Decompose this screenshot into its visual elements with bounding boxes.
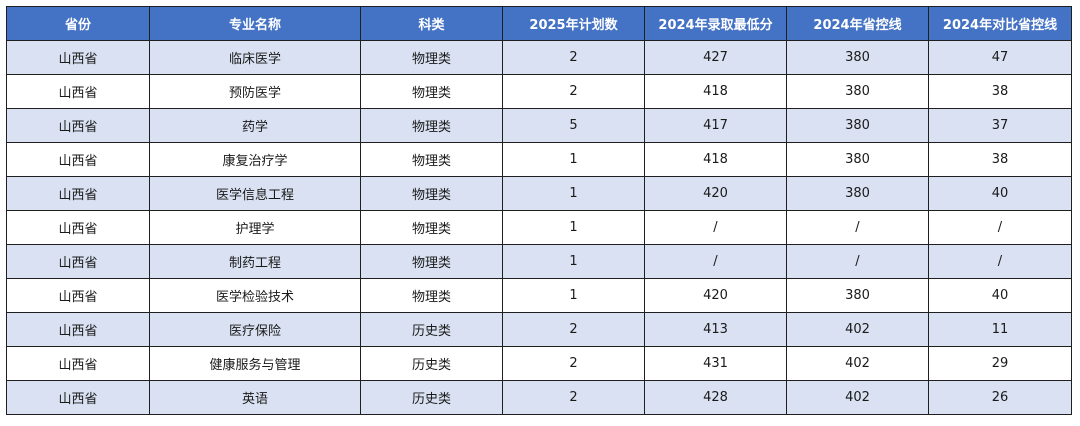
table-header-row: 省份 专业名称 科类 2025年计划数 2024年录取最低分 2024年省控线 … <box>6 6 1072 41</box>
cell-plan-2025: 2 <box>502 380 645 415</box>
cell-category: 物理类 <box>360 210 503 245</box>
cell-major-name: 康复治疗学 <box>149 142 361 177</box>
cell-province: 山西省 <box>6 142 150 177</box>
cell-category: 历史类 <box>360 346 503 381</box>
cell-category: 物理类 <box>360 74 503 109</box>
table-row: 山西省 预防医学 物理类 2 418 380 38 <box>6 74 1072 109</box>
cell-control-line-2024: 380 <box>786 40 929 75</box>
cell-major-name: 护理学 <box>149 210 361 245</box>
table-row: 山西省 健康服务与管理 历史类 2 431 402 29 <box>6 346 1072 381</box>
cell-min-score-2024: 420 <box>644 176 787 211</box>
header-category: 科类 <box>360 6 503 41</box>
cell-diff-2024: 40 <box>928 176 1072 211</box>
table-row: 山西省 护理学 物理类 1// / <box>6 210 1072 245</box>
cell-category: 物理类 <box>360 278 503 313</box>
cell-major-name: 预防医学 <box>149 74 361 109</box>
cell-diff-2024: / <box>928 210 1072 245</box>
cell-diff-2024: 38 <box>928 74 1072 109</box>
cell-control-line-2024: 380 <box>786 176 929 211</box>
cell-category: 物理类 <box>360 142 503 177</box>
cell-min-score-2024: / <box>644 210 787 245</box>
cell-min-score-2024: 418 <box>644 142 787 177</box>
cell-major-name: 健康服务与管理 <box>149 346 361 381</box>
cell-plan-2025: 1 <box>502 142 645 177</box>
cell-province: 山西省 <box>6 244 150 279</box>
cell-diff-2024: 11 <box>928 312 1072 347</box>
cell-plan-2025: 2 <box>502 40 645 75</box>
cell-diff-2024: 29 <box>928 346 1072 381</box>
cell-province: 山西省 <box>6 108 150 143</box>
cell-plan-2025: 1 <box>502 176 645 211</box>
cell-control-line-2024: 402 <box>786 380 929 415</box>
table-row: 山西省 制药工程 物理类 1// / <box>6 244 1072 279</box>
cell-province: 山西省 <box>6 278 150 313</box>
cell-min-score-2024: 413 <box>644 312 787 347</box>
table-row: 山西省 康复治疗学 物理类 1 418 380 38 <box>6 142 1072 177</box>
header-diff-2024: 2024年对比省控线 <box>928 6 1072 41</box>
header-major-name: 专业名称 <box>149 6 361 41</box>
admission-table: 省份 专业名称 科类 2025年计划数 2024年录取最低分 2024年省控线 … <box>6 6 1072 415</box>
cell-major-name: 临床医学 <box>149 40 361 75</box>
cell-category: 物理类 <box>360 40 503 75</box>
cell-plan-2025: 2 <box>502 74 645 109</box>
cell-province: 山西省 <box>6 176 150 211</box>
cell-province: 山西省 <box>6 40 150 75</box>
cell-min-score-2024: 418 <box>644 74 787 109</box>
cell-category: 历史类 <box>360 312 503 347</box>
cell-min-score-2024: 420 <box>644 278 787 313</box>
cell-plan-2025: 5 <box>502 108 645 143</box>
cell-major-name: 医学信息工程 <box>149 176 361 211</box>
cell-province: 山西省 <box>6 74 150 109</box>
cell-diff-2024: 40 <box>928 278 1072 313</box>
cell-diff-2024: 26 <box>928 380 1072 415</box>
cell-plan-2025: 2 <box>502 312 645 347</box>
cell-control-line-2024: 402 <box>786 312 929 347</box>
admission-table-container: 省份 专业名称 科类 2025年计划数 2024年录取最低分 2024年省控线 … <box>6 6 1072 415</box>
cell-category: 物理类 <box>360 176 503 211</box>
cell-control-line-2024: / <box>786 210 929 245</box>
cell-min-score-2024: / <box>644 244 787 279</box>
cell-min-score-2024: 428 <box>644 380 787 415</box>
cell-province: 山西省 <box>6 210 150 245</box>
table-row: 山西省 英语 历史类 2 428 402 26 <box>6 380 1072 415</box>
table-row: 山西省 临床医学 物理类 2 427 380 47 <box>6 40 1072 75</box>
header-control-line-2024: 2024年省控线 <box>786 6 929 41</box>
table-row: 山西省 医学检验技术 物理类 1 420 380 40 <box>6 278 1072 313</box>
cell-min-score-2024: 431 <box>644 346 787 381</box>
header-min-score-2024: 2024年录取最低分 <box>644 6 787 41</box>
cell-diff-2024: / <box>928 244 1072 279</box>
cell-control-line-2024: / <box>786 244 929 279</box>
cell-min-score-2024: 427 <box>644 40 787 75</box>
cell-plan-2025: 2 <box>502 346 645 381</box>
cell-major-name: 医疗保险 <box>149 312 361 347</box>
table-row: 山西省 医疗保险 历史类 2 413 402 11 <box>6 312 1072 347</box>
cell-major-name: 制药工程 <box>149 244 361 279</box>
cell-plan-2025: 1 <box>502 278 645 313</box>
cell-plan-2025: 1 <box>502 210 645 245</box>
cell-plan-2025: 1 <box>502 244 645 279</box>
cell-major-name: 药学 <box>149 108 361 143</box>
cell-control-line-2024: 402 <box>786 346 929 381</box>
cell-min-score-2024: 417 <box>644 108 787 143</box>
cell-control-line-2024: 380 <box>786 278 929 313</box>
cell-category: 物理类 <box>360 108 503 143</box>
cell-major-name: 医学检验技术 <box>149 278 361 313</box>
cell-diff-2024: 38 <box>928 142 1072 177</box>
table-row: 山西省 药学 物理类 5 417 380 37 <box>6 108 1072 143</box>
cell-control-line-2024: 380 <box>786 74 929 109</box>
cell-major-name: 英语 <box>149 380 361 415</box>
cell-category: 历史类 <box>360 380 503 415</box>
cell-control-line-2024: 380 <box>786 108 929 143</box>
cell-province: 山西省 <box>6 380 150 415</box>
cell-category: 物理类 <box>360 244 503 279</box>
table-row: 山西省 医学信息工程 物理类 1 420 380 40 <box>6 176 1072 211</box>
cell-province: 山西省 <box>6 312 150 347</box>
cell-province: 山西省 <box>6 346 150 381</box>
header-plan-2025: 2025年计划数 <box>502 6 645 41</box>
header-province: 省份 <box>6 6 150 41</box>
cell-control-line-2024: 380 <box>786 142 929 177</box>
cell-diff-2024: 37 <box>928 108 1072 143</box>
cell-diff-2024: 47 <box>928 40 1072 75</box>
